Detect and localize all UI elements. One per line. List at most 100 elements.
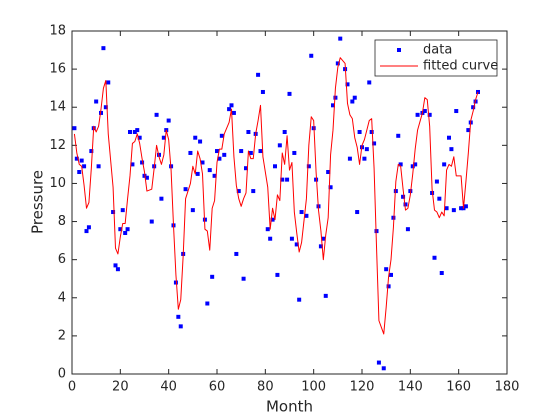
y-tick-label: 8 <box>58 214 66 229</box>
x-tick-label: 160 <box>446 380 471 395</box>
data-point <box>444 206 449 211</box>
data-point <box>289 236 294 241</box>
data-point <box>331 103 335 108</box>
x-tick-label: 140 <box>398 380 423 395</box>
data-point <box>193 135 198 140</box>
data-point <box>79 158 84 163</box>
data-point <box>89 149 94 154</box>
data-point <box>357 129 362 134</box>
data-point <box>299 210 304 215</box>
data-point <box>176 314 181 319</box>
data-point <box>154 112 159 117</box>
fitted-line <box>73 57 479 335</box>
data-point <box>82 164 87 169</box>
data-point <box>195 171 200 176</box>
data-point <box>135 128 140 133</box>
data-point <box>94 99 99 104</box>
data-point <box>210 274 215 279</box>
data-point <box>372 141 377 146</box>
data-point <box>401 194 406 199</box>
data-point <box>282 129 287 134</box>
y-axis-label: Pressure <box>29 170 47 234</box>
data-point <box>130 162 135 167</box>
y-tick-label: 2 <box>58 328 66 343</box>
data-point <box>427 112 432 117</box>
data-point <box>386 284 391 289</box>
data-point <box>222 152 227 157</box>
data-point <box>74 156 79 161</box>
data-point <box>338 36 343 41</box>
y-tick-label: 10 <box>49 176 66 191</box>
data-point <box>96 164 101 169</box>
data-point <box>103 105 108 110</box>
data-point <box>410 164 415 169</box>
data-point <box>215 149 219 154</box>
data-point <box>72 126 77 131</box>
data-point <box>84 229 89 234</box>
data-point <box>258 149 263 154</box>
x-tick-label: 0 <box>68 380 76 395</box>
data-point <box>132 129 137 134</box>
data-point <box>439 271 444 276</box>
data-point <box>389 272 393 277</box>
data-point <box>118 227 123 232</box>
data-point <box>144 175 149 180</box>
data-point <box>364 147 369 152</box>
y-tick-label: 6 <box>58 252 66 267</box>
data-point <box>273 164 277 169</box>
data-point <box>369 129 374 134</box>
data-point <box>231 110 236 115</box>
data-point <box>159 196 164 201</box>
data-point <box>101 46 106 51</box>
data-point <box>442 162 447 167</box>
y-tick-label: 0 <box>58 367 66 382</box>
y-tick-label: 4 <box>58 290 66 305</box>
data-point <box>120 208 125 213</box>
data-point <box>275 272 280 277</box>
data-point <box>244 166 248 171</box>
data-point <box>106 80 111 85</box>
legend-box <box>374 39 498 77</box>
data-point <box>260 89 265 94</box>
data-point <box>454 109 459 114</box>
y-tick-label: 14 <box>49 100 66 115</box>
legend-label: data <box>423 43 452 58</box>
data-point <box>447 135 451 140</box>
data-point <box>350 99 355 104</box>
data-point <box>241 276 246 281</box>
data-point <box>178 324 183 329</box>
data-point <box>355 210 360 215</box>
data-point <box>381 366 386 371</box>
data-point <box>239 149 244 154</box>
data-point <box>212 173 217 178</box>
data-point <box>217 156 222 161</box>
data-point <box>188 150 193 155</box>
data-point <box>333 95 338 100</box>
data-point <box>219 133 224 138</box>
data-point <box>113 263 118 268</box>
data-point <box>137 135 142 140</box>
data-point <box>251 189 256 194</box>
data-point <box>248 150 253 155</box>
data-point <box>99 110 103 115</box>
y-tick-label: 16 <box>49 62 66 77</box>
x-tick-label: 40 <box>160 380 177 395</box>
data-point <box>229 103 234 108</box>
data-point <box>323 293 328 298</box>
data-point <box>437 196 442 201</box>
data-point <box>432 255 437 260</box>
data-point <box>396 133 401 138</box>
data-point <box>256 72 261 77</box>
data-point <box>306 164 311 169</box>
x-tick-label: 100 <box>301 380 326 395</box>
data-point <box>277 143 282 148</box>
data-point <box>123 230 128 235</box>
data-point <box>280 177 285 182</box>
data-point <box>149 219 154 224</box>
x-tick-label: 80 <box>257 380 274 395</box>
y-tick-label: 12 <box>49 138 66 153</box>
data-point <box>391 215 396 220</box>
data-point <box>471 105 476 110</box>
data-point <box>451 208 456 213</box>
